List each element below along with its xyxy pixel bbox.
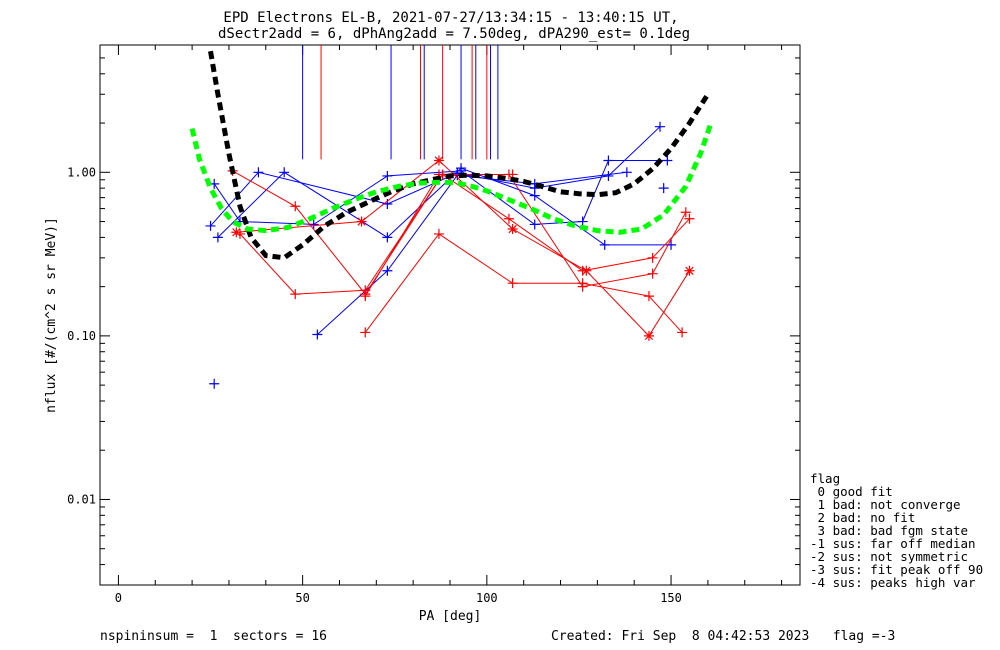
red-data-point [647,252,658,263]
blue-data-point [209,378,220,389]
blue-data-point [621,167,632,178]
legend-item: 1 bad: not converge [810,497,961,512]
legend-item: -3 sus: fit peak off 90 [810,562,983,577]
chart-title: EPD Electrons EL-B, 2021-07-27/13:34:15 … [223,10,678,26]
blue-data-point [662,155,673,166]
legend-item: -2 sus: not symmetric [810,549,968,564]
series-layer [189,50,714,389]
red-data-point [647,268,658,279]
red-data-point [643,330,654,341]
red-data-point [360,327,371,338]
vertical-marks [302,45,499,160]
blue-data-point [655,121,665,132]
legend-title: flag [810,471,840,486]
red-data-point [360,291,371,302]
legend-item: 3 bad: bad fgm state [810,523,968,538]
x-tick-label: 150 [660,591,682,605]
red-data-point [680,207,691,218]
legend-item: -1 sus: far off median [810,536,976,551]
blue-data-point [599,239,610,250]
x-axis-label: PA [deg] [419,609,482,624]
red-data-point [507,278,518,289]
red-data-point [577,278,588,289]
blue-data-point [205,220,216,231]
red-data-point [643,291,654,302]
footer-left: nspininsum = 1 sectors = 16 [100,629,327,644]
x-tick-label: 0 [115,591,122,605]
blue-data-point [212,232,223,243]
red-data-point [290,201,301,212]
legend-item: -4 sus: peaks high var [810,575,976,590]
red-data-point [684,265,695,276]
y-tick-label: 0.01 [67,492,96,506]
red-data-point [581,265,592,276]
blue-data-point [253,167,264,178]
blue-data-point [279,167,290,178]
blue-data-point [658,183,669,194]
blue-data-point [382,265,393,276]
red-data-point [677,327,688,338]
x-tick-label: 100 [476,591,498,605]
red-data-point [356,216,367,227]
x-tick-label: 50 [295,591,309,605]
red-data-point [231,227,242,238]
blue-data-point [312,329,323,340]
chart-subtitle: dSectr2add = 6, dPhAng2add = 7.50deg, dP… [218,26,690,42]
blue-data-point [529,219,540,230]
red-data-point [503,213,514,224]
blue-data-point [382,232,393,243]
red-data-point [433,155,444,166]
blue-data-point [603,170,614,181]
red-series-line [232,170,690,295]
y-axis-label: nflux [#/(cm^2 s sr MeV)] [44,217,59,413]
black-fit-curve [208,50,711,261]
red-data-point [290,289,301,300]
red-data-point [507,224,518,235]
footer-right: Created: Fri Sep 8 04:42:53 2023 flag =-… [551,629,895,644]
blue-data-point [382,170,393,181]
y-tick-label: 0.10 [67,329,96,343]
axis-ticks: 0 50 100 150 0.01 0.10 1.00 [67,44,800,605]
blue-data-point [603,155,614,166]
flag-legend: flag 0 good fit 1 bad: not converge 2 ba… [810,471,983,590]
blue-data-point [456,163,467,174]
legend-item: 0 good fit [810,484,893,499]
red-series-line [364,233,683,333]
red-data-point [433,228,444,239]
legend-item: 2 bad: no fit [810,510,915,525]
red-data-point [684,213,695,224]
blue-data-point [529,190,540,201]
y-tick-label: 1.00 [67,165,96,179]
blue-data-point [577,216,588,227]
